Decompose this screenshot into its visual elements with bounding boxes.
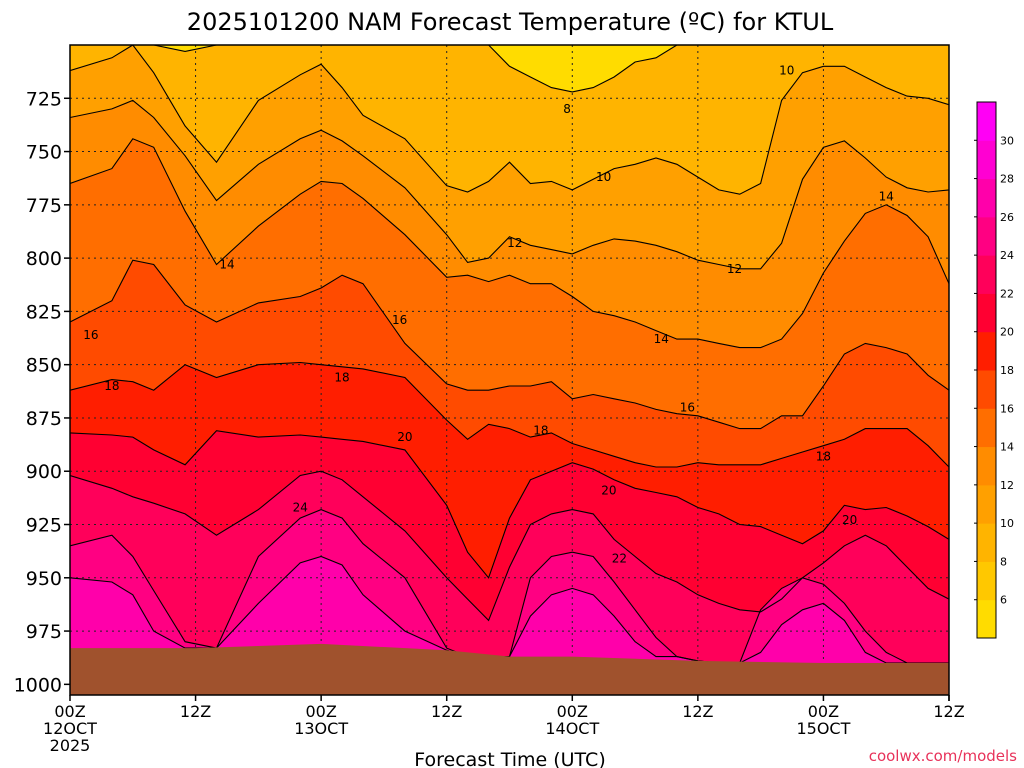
contour-label: 22: [612, 552, 627, 566]
colorbar-label: 26: [1000, 211, 1014, 224]
contour-label: 12: [727, 262, 742, 276]
contour-label: 8: [563, 102, 571, 116]
y-tick-label: 850: [26, 355, 62, 377]
contour-label: 20: [397, 430, 412, 444]
colorbar-swatch: [977, 446, 996, 486]
grid-lines: [70, 45, 949, 695]
x-tick-label: 12Z: [180, 702, 211, 721]
y-tick-label: 800: [26, 248, 62, 270]
x-tick-label: 13OCT: [294, 719, 348, 738]
isotherm-line: [70, 555, 949, 664]
contour-label: 16: [392, 313, 407, 327]
x-tick-label: 12Z: [933, 702, 964, 721]
x-axis-title: Forecast Time (UTC): [414, 749, 605, 768]
x-tick-label: 2025: [50, 736, 91, 755]
colorbar-label: 28: [1000, 173, 1014, 186]
contour-label: 18: [533, 424, 548, 438]
colorbar-swatch: [977, 331, 996, 371]
colorbar-swatch: [977, 370, 996, 409]
plot-area: 8 10 10 12 12 14 14 14 16 16 16 18 18 18 18 20 20 20 22 24: [70, 45, 949, 695]
colorbar-label: 12: [1000, 479, 1014, 492]
y-tick-label: 975: [26, 621, 62, 643]
contour-label: 20: [601, 483, 616, 497]
isotherm-line: [70, 430, 949, 579]
isotherm-line: [70, 45, 949, 195]
contour-label: 20: [842, 513, 857, 527]
contour-label: 18: [104, 379, 119, 393]
colorbar-swatch: [977, 523, 996, 562]
colorbar-label: 14: [1000, 441, 1014, 454]
chart-title: 2025101200 NAM Forecast Temperature (ºC)…: [187, 8, 834, 36]
colorbar-label: 24: [1000, 249, 1014, 262]
contour-label: 14: [879, 189, 894, 203]
colorbar-label: 6: [1000, 594, 1007, 607]
y-tick-label: 900: [26, 461, 62, 483]
colorbar-swatch: [977, 216, 996, 256]
colorbar-label: 22: [1000, 287, 1014, 300]
y-tick-label: 825: [26, 301, 62, 323]
x-tick-label: 00Z: [305, 702, 336, 721]
colorbar-swatch: [977, 140, 996, 180]
watermark: coolwx.com/models: [869, 747, 1017, 765]
contour-labels: 8 10 10 12 12 14 14 14 16 16 16 18 18 18 18 20 20 20 22 24: [83, 64, 894, 566]
colorbar-swatch: [977, 255, 996, 294]
y-axis: 725 750 775 800 825 850 875 900 925 950 975 1000: [14, 88, 70, 696]
colorbar: 6 8 10 12 14 16 18 20 22 24 26 28 30: [974, 101, 1014, 639]
colorbar-label: 8: [1000, 555, 1007, 568]
contour-label: 16: [83, 328, 98, 342]
y-tick-label: 950: [26, 568, 62, 590]
isotherm-line: [70, 361, 949, 468]
x-tick-label: 15OCT: [796, 719, 850, 738]
colorbar-label: 30: [1000, 134, 1014, 147]
colorbar-label: 10: [1000, 517, 1014, 530]
colorbar-swatch: [977, 102, 996, 141]
colorbar-label: 18: [1000, 364, 1014, 377]
x-tick-label: 12OCT: [43, 719, 97, 738]
colorbar-swatch: [977, 561, 996, 601]
y-tick-label: 750: [26, 142, 62, 164]
colorbar-swatch: [977, 484, 996, 524]
contour-label: 12: [507, 236, 522, 250]
x-tick-label: 00Z: [808, 702, 839, 721]
isotherm-line: [70, 509, 949, 664]
x-tick-label: 00Z: [557, 702, 588, 721]
y-tick-label: 875: [26, 408, 62, 430]
plot-frame: [69, 44, 950, 696]
contour-label: 14: [219, 258, 234, 272]
contour-label: 10: [779, 64, 794, 78]
isotherm-contours: [70, 45, 949, 664]
contour-label: 16: [680, 400, 695, 414]
y-tick-label: 775: [26, 195, 62, 217]
contour-label: 10: [596, 170, 611, 184]
colorbar-swatch: [977, 599, 996, 639]
contour-label: 14: [654, 332, 669, 346]
contour-label: 18: [816, 449, 831, 463]
isotherm-line: [70, 99, 949, 270]
isotherm-line: [70, 45, 949, 93]
x-tick-label: 14OCT: [545, 719, 599, 738]
x-tick-label: 12Z: [431, 702, 462, 721]
colorbar-label: 20: [1000, 326, 1014, 339]
ground-below-surface: [70, 643, 949, 695]
colorbar-swatch: [977, 178, 996, 218]
isotherm-line: [70, 138, 949, 349]
y-tick-label: 1000: [14, 674, 62, 696]
isotherm-line: [70, 470, 949, 622]
colorbar-swatch: [977, 293, 996, 333]
x-tick-label: 00Z: [54, 702, 85, 721]
y-tick-label: 725: [26, 88, 62, 110]
isotherm-line: [70, 259, 949, 430]
x-tick-label: 12Z: [682, 702, 713, 721]
y-tick-label: 925: [26, 515, 62, 537]
colorbar-swatch: [977, 408, 996, 448]
colorbar-label: 16: [1000, 402, 1014, 415]
contour-label: 18: [334, 370, 349, 384]
contour-label: 24: [293, 500, 308, 514]
